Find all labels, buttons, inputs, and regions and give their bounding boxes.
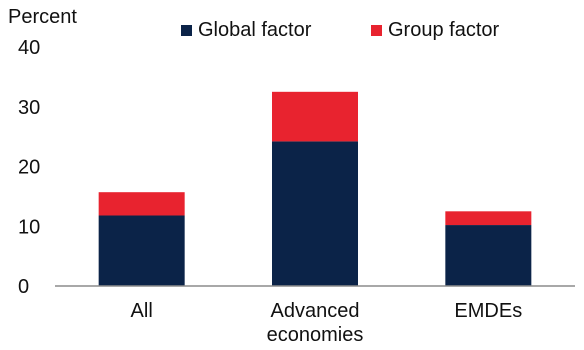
bar-segment-global-factor xyxy=(445,225,532,286)
legend-group-factor: Group factor xyxy=(371,19,499,42)
legend-global-factor: Global factor xyxy=(181,19,311,42)
legend-swatch-global-factor xyxy=(181,25,192,36)
bar-segment-group-factor xyxy=(272,91,358,142)
y-tick-label: 10 xyxy=(18,216,40,238)
y-axis-unit-label: Percent xyxy=(8,6,77,28)
legend-swatch-group-factor xyxy=(371,25,382,36)
y-tick-label: 30 xyxy=(18,97,40,119)
y-tick-label: 0 xyxy=(18,276,29,298)
legend-label-global-factor: Global factor xyxy=(198,19,312,41)
bar-segment-group-factor xyxy=(98,192,185,216)
bar-segment-group-factor xyxy=(445,211,532,226)
y-tick-label: 40 xyxy=(18,37,40,59)
x-tick-label: All xyxy=(131,300,153,322)
legend-label-group-factor: Group factor xyxy=(388,19,500,41)
x-tick-label: EMDEs xyxy=(454,300,522,322)
x-tick-label: Advanced economies xyxy=(267,300,364,346)
bar-segment-global-factor xyxy=(98,215,185,286)
y-tick-label: 20 xyxy=(18,157,40,179)
bar-segment-global-factor xyxy=(272,141,358,286)
